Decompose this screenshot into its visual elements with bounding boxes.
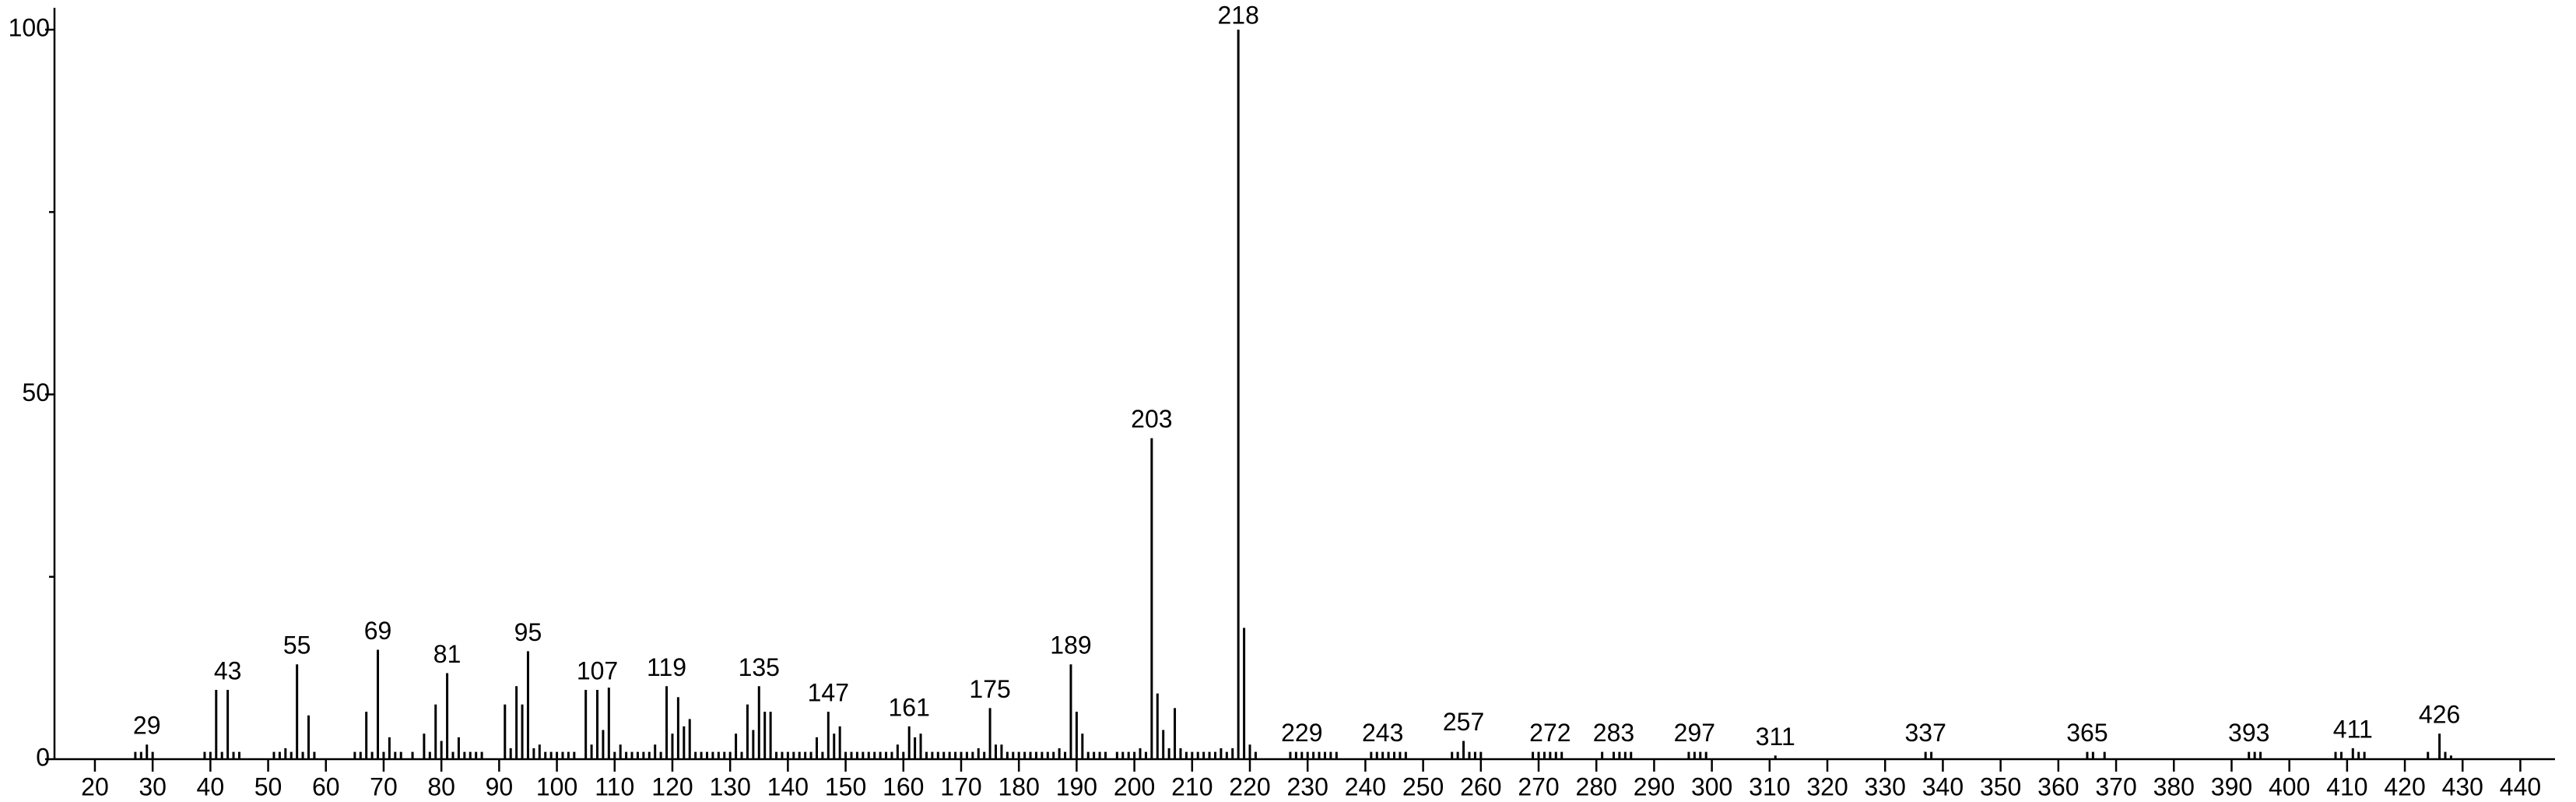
peak-label: 426 bbox=[2419, 701, 2460, 729]
peak-label: 161 bbox=[889, 693, 930, 721]
x-tick-label: 440 bbox=[2500, 772, 2541, 800]
peak-label: 393 bbox=[2228, 719, 2269, 747]
x-tick-label: 360 bbox=[2037, 772, 2079, 800]
x-tick-label: 320 bbox=[1806, 772, 1848, 800]
x-tick-label: 410 bbox=[2326, 772, 2367, 800]
peak-label: 365 bbox=[2066, 719, 2107, 747]
peak-label: 55 bbox=[283, 631, 311, 660]
peak-label: 337 bbox=[1904, 719, 1946, 747]
x-tick-label: 200 bbox=[1114, 772, 1155, 800]
x-tick-label: 400 bbox=[2269, 772, 2310, 800]
x-tick-label: 120 bbox=[651, 772, 693, 800]
x-tick-label: 230 bbox=[1287, 772, 1328, 800]
x-tick-label: 330 bbox=[1865, 772, 1906, 800]
peak-label: 229 bbox=[1281, 719, 1322, 747]
peak-label: 272 bbox=[1529, 719, 1571, 747]
x-tick-label: 390 bbox=[2211, 772, 2252, 800]
peak-label: 29 bbox=[133, 712, 161, 740]
x-tick-label: 190 bbox=[1056, 772, 1097, 800]
x-tick-label: 270 bbox=[1518, 772, 1559, 800]
x-tick-label: 150 bbox=[825, 772, 866, 800]
peak-label: 69 bbox=[364, 617, 392, 645]
x-tick-label: 250 bbox=[1402, 772, 1444, 800]
x-tick-label: 100 bbox=[536, 772, 577, 800]
peak-label: 297 bbox=[1674, 719, 1715, 747]
x-tick-label: 420 bbox=[2384, 772, 2425, 800]
x-tick-label: 290 bbox=[1634, 772, 1675, 800]
peak-label: 243 bbox=[1362, 719, 1403, 747]
x-tick-label: 60 bbox=[312, 772, 340, 800]
x-tick-label: 220 bbox=[1229, 772, 1270, 800]
x-tick-label: 240 bbox=[1345, 772, 1386, 800]
x-tick-label: 370 bbox=[2095, 772, 2136, 800]
peak-label: 189 bbox=[1050, 631, 1091, 660]
peak-label: 218 bbox=[1217, 1, 1258, 29]
x-tick-label: 260 bbox=[1460, 772, 1501, 800]
x-tick-label: 430 bbox=[2442, 772, 2483, 800]
x-tick-label: 140 bbox=[767, 772, 809, 800]
x-tick-label: 110 bbox=[595, 772, 634, 800]
peak-label: 257 bbox=[1443, 708, 1484, 736]
x-tick-label: 340 bbox=[1922, 772, 1964, 800]
x-tick-label: 70 bbox=[370, 772, 398, 800]
x-tick-label: 280 bbox=[1576, 772, 1617, 800]
x-tick-label: 50 bbox=[254, 772, 283, 800]
peak-label: 175 bbox=[969, 675, 1010, 703]
peak-label: 43 bbox=[214, 656, 242, 684]
x-tick-label: 30 bbox=[139, 772, 167, 800]
x-tick-label: 380 bbox=[2153, 772, 2195, 800]
x-tick-label: 130 bbox=[709, 772, 750, 800]
peak-label: 411 bbox=[2333, 715, 2373, 743]
x-tick-label: 180 bbox=[998, 772, 1039, 800]
peak-label: 107 bbox=[577, 656, 618, 684]
x-tick-label: 40 bbox=[197, 772, 225, 800]
x-tick-label: 350 bbox=[1980, 772, 2021, 800]
x-tick-label: 160 bbox=[883, 772, 924, 800]
x-tick-label: 80 bbox=[427, 772, 455, 800]
x-tick-label: 20 bbox=[81, 772, 109, 800]
x-tick-label: 90 bbox=[486, 772, 514, 800]
y-tick-label: 100 bbox=[9, 14, 50, 42]
peak-label: 203 bbox=[1131, 405, 1172, 433]
peak-label: 81 bbox=[433, 640, 462, 668]
peak-label: 147 bbox=[808, 679, 849, 707]
peak-label: 311 bbox=[1756, 723, 1795, 751]
peak-label: 119 bbox=[647, 653, 686, 681]
x-tick-label: 310 bbox=[1749, 772, 1790, 800]
x-tick-label: 210 bbox=[1171, 772, 1213, 800]
y-tick-label: 50 bbox=[22, 378, 50, 406]
y-tick-label: 0 bbox=[36, 743, 50, 771]
x-tick-label: 170 bbox=[940, 772, 981, 800]
peak-label: 95 bbox=[514, 618, 542, 646]
x-tick-label: 300 bbox=[1691, 772, 1732, 800]
peak-label: 283 bbox=[1593, 719, 1634, 747]
peak-label: 135 bbox=[739, 653, 780, 681]
